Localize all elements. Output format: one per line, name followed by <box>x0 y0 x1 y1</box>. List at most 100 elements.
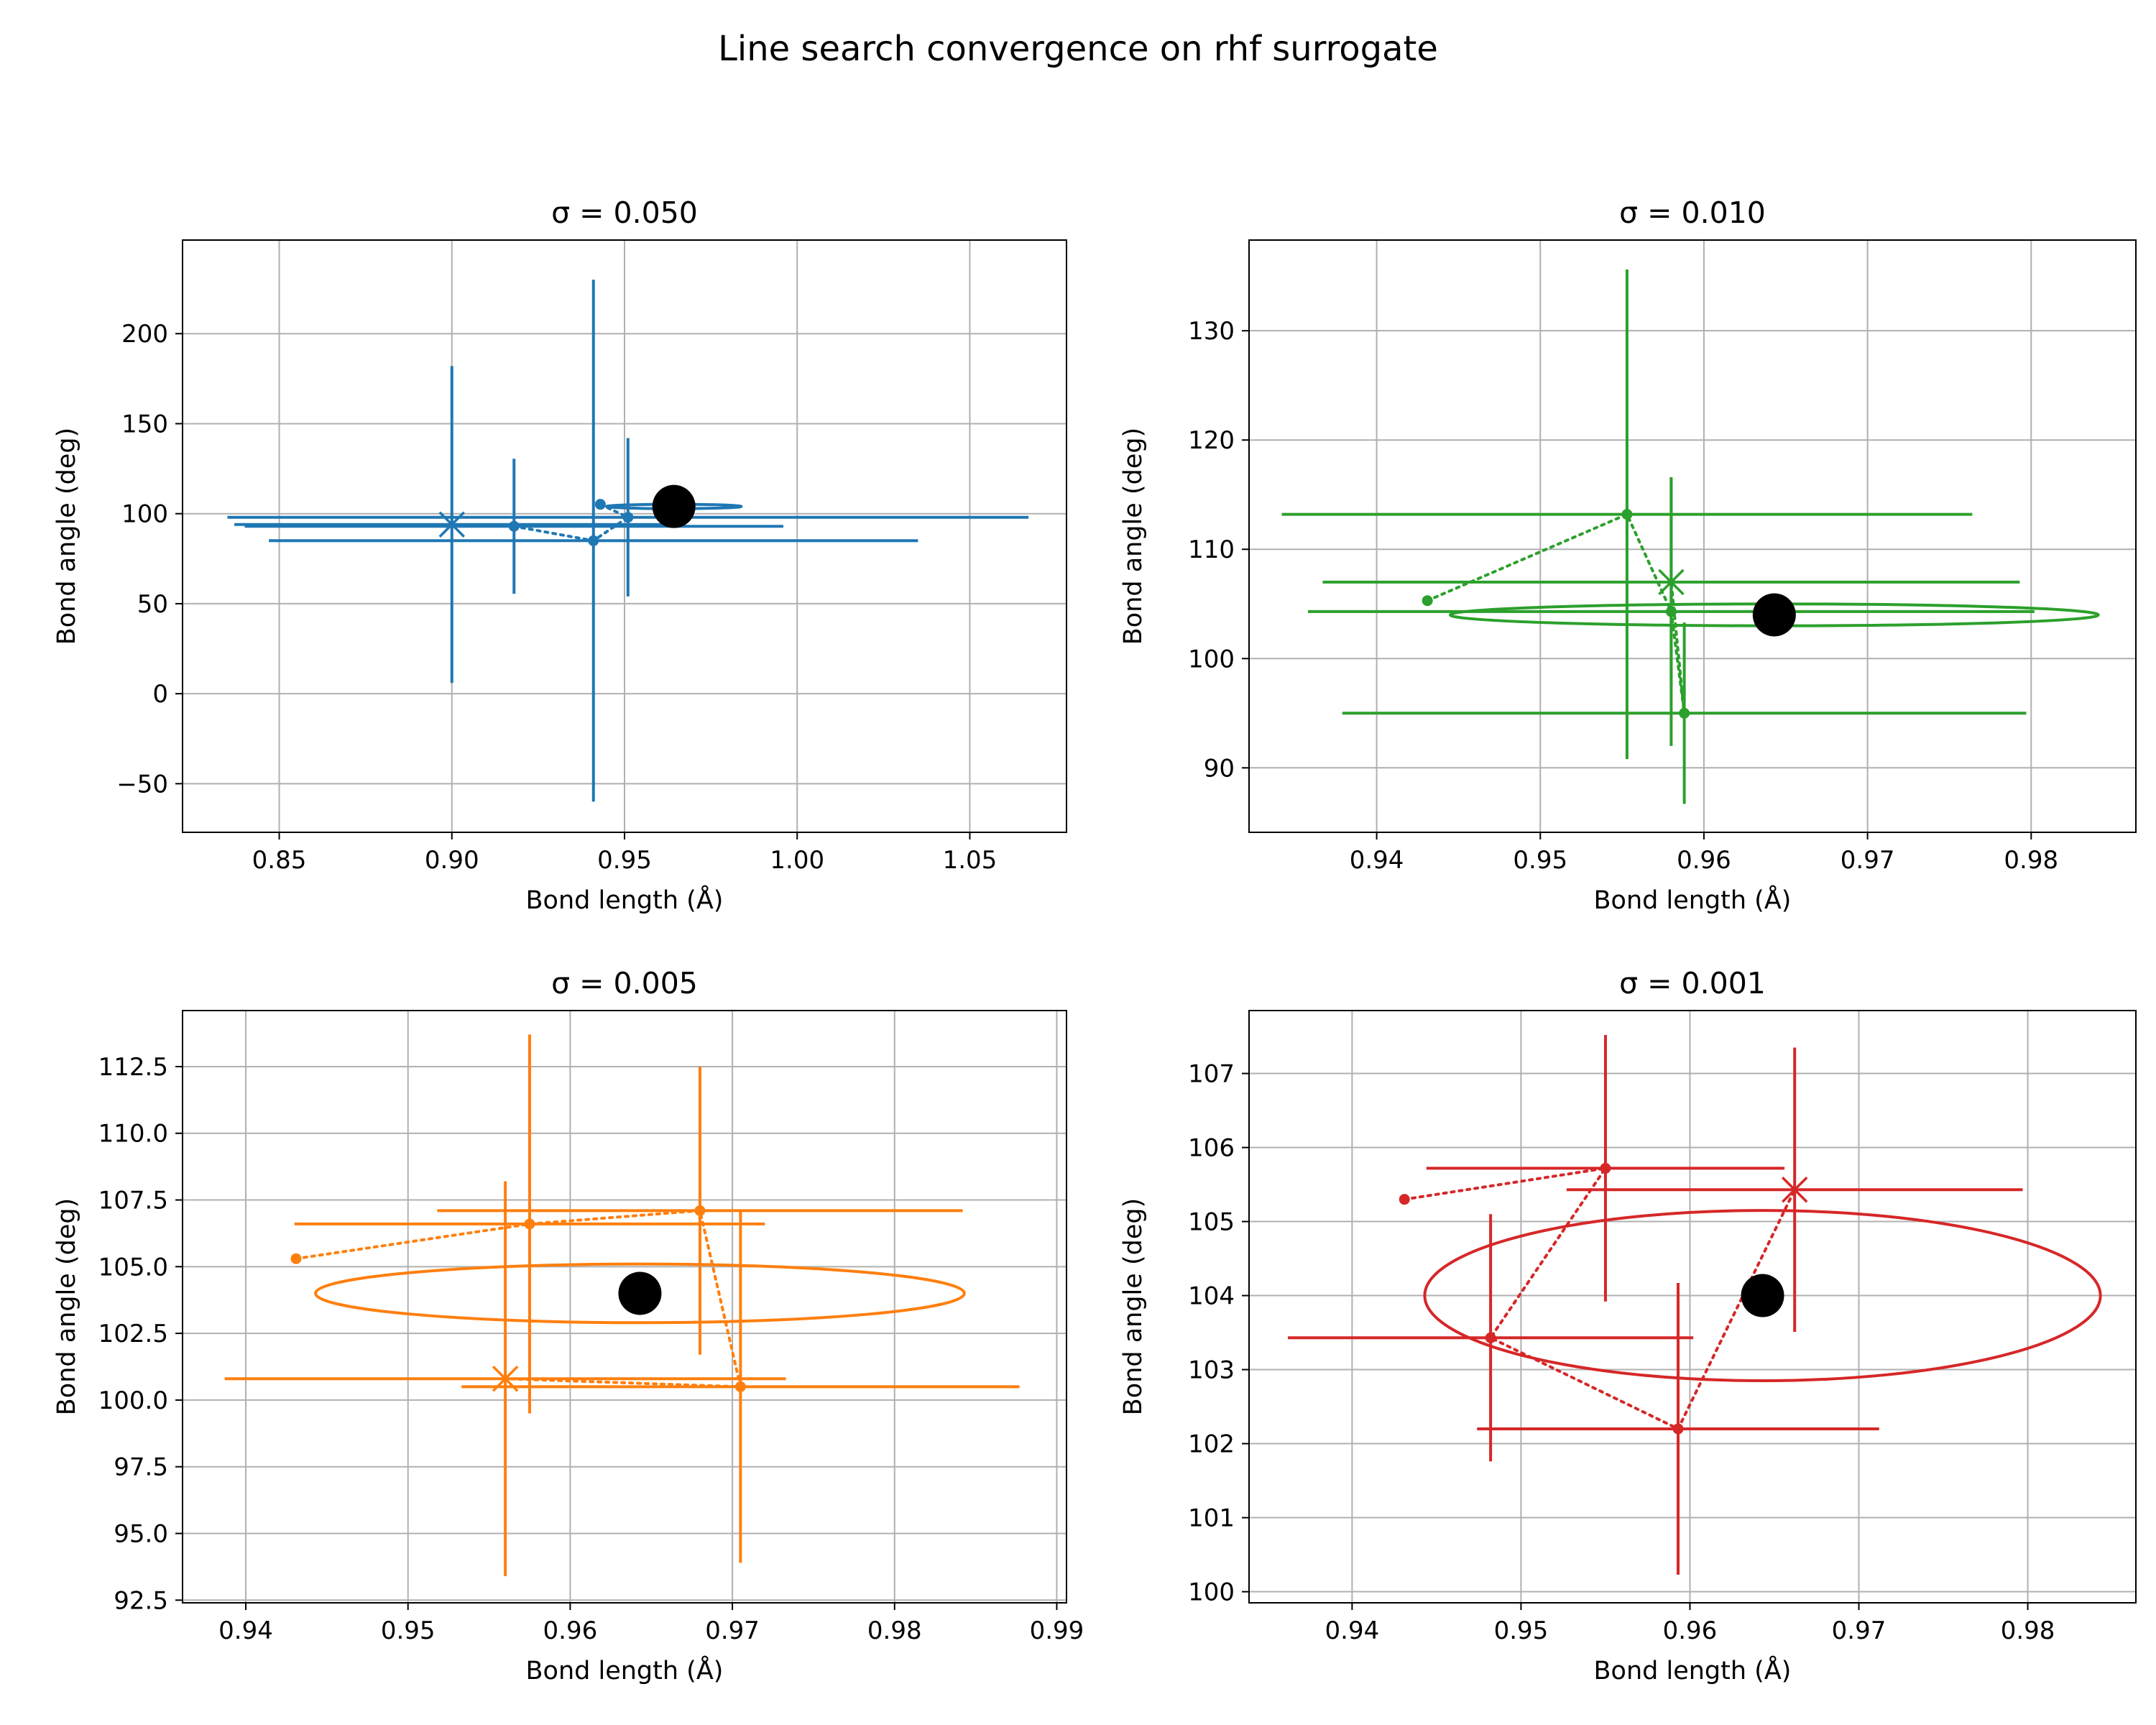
search-path <box>1403 1166 1797 1431</box>
y-tick-label: 100 <box>1188 1578 1235 1607</box>
x-tick-label: 0.98 <box>2004 846 2058 875</box>
step-point <box>508 520 520 532</box>
final-point-marker <box>1781 1177 1808 1203</box>
y-tick-label: 92.5 <box>114 1586 168 1615</box>
x-tick-label: 1.00 <box>770 846 824 875</box>
y-axis-label: Bond angle (deg) <box>1119 1198 1148 1415</box>
x-tick-label: 0.90 <box>425 846 479 875</box>
x-tick-label: 0.94 <box>1325 1616 1380 1645</box>
step-point <box>1679 707 1690 719</box>
start-point <box>290 1253 302 1264</box>
step-point <box>1485 1332 1496 1343</box>
final-point-marker <box>1658 569 1685 596</box>
y-axis-label: Bond angle (deg) <box>52 428 81 645</box>
y-tick-label: 90 <box>1204 754 1235 783</box>
y-tick-label: 112.5 <box>98 1053 168 1082</box>
target-point <box>652 484 696 528</box>
subplot-2: 0.94 0.95 0.96 0.97 0.98 90 100 110 120 130 σ = 0.… <box>1119 196 2137 915</box>
y-tick-label: 0 <box>152 680 168 709</box>
data-layer <box>1281 270 2100 804</box>
x-axis-label: Bond length (Å) <box>1594 1655 1792 1685</box>
start-point <box>1399 1194 1410 1205</box>
step-point <box>694 1205 706 1216</box>
subplot-title: σ = 0.010 <box>1619 196 1766 230</box>
uncertainty-ellipse <box>314 1262 966 1325</box>
x-tick-label: 0.96 <box>1663 1616 1718 1645</box>
target-point <box>1752 593 1796 637</box>
y-tick-label: 100 <box>1188 645 1235 673</box>
subplot-title: σ = 0.050 <box>551 196 698 230</box>
y-axis-label: Bond angle (deg) <box>1119 428 1148 645</box>
y-tick-label: 105.0 <box>98 1253 168 1282</box>
axes-frame <box>1248 239 2137 833</box>
step-point <box>1621 509 1633 520</box>
y-tick-label: 105 <box>1188 1208 1235 1237</box>
x-tick-label: 0.95 <box>381 1616 436 1645</box>
y-tick-label: 106 <box>1188 1134 1235 1163</box>
step-point <box>622 512 634 523</box>
subplot-title: σ = 0.001 <box>1619 966 1766 1000</box>
x-tick-label: 0.99 <box>1030 1616 1084 1645</box>
step-point <box>524 1218 535 1230</box>
y-axis-label: Bond angle (deg) <box>52 1198 81 1415</box>
x-tick-label: 0.94 <box>1350 846 1404 875</box>
y-tick-label: 110 <box>1188 535 1235 564</box>
axes-frame <box>182 1010 1067 1604</box>
start-point <box>1422 595 1433 607</box>
x-tick-label: 0.95 <box>1494 1616 1549 1645</box>
x-tick-label: 0.97 <box>1841 846 1895 875</box>
uncertainty-ellipse <box>1423 1209 2102 1383</box>
search-path <box>1426 512 1686 714</box>
y-tick-label: 100 <box>121 500 168 529</box>
y-tick-label: 95.0 <box>114 1519 168 1548</box>
axes-frame <box>1248 1010 2137 1604</box>
y-tick-label: 130 <box>1188 317 1235 346</box>
x-tick-label: 0.94 <box>218 1616 273 1645</box>
data-layer <box>224 1034 1020 1576</box>
y-tick-label: 102 <box>1188 1430 1235 1459</box>
x-tick-label: 0.97 <box>1832 1616 1886 1645</box>
y-tick-label: 110.0 <box>98 1120 168 1149</box>
x-tick-label: 0.97 <box>705 1616 760 1645</box>
data-layer <box>1288 1034 2102 1575</box>
x-tick-label: 0.98 <box>2001 1616 2055 1645</box>
x-axis-label: Bond length (Å) <box>526 1655 724 1685</box>
subplot-1: 0.85 0.90 0.95 1.00 1.05 −50 0 50 100 150 200 σ = 0… <box>52 196 1067 915</box>
data-layer <box>227 280 1029 802</box>
y-tick-label: 150 <box>121 410 168 438</box>
final-point-marker <box>492 1365 519 1392</box>
y-tick-label: 103 <box>1188 1356 1235 1385</box>
y-tick-label: −50 <box>116 770 168 799</box>
x-tick-label: 0.96 <box>1677 846 1731 875</box>
x-tick-label: 0.95 <box>1513 846 1567 875</box>
start-point <box>594 499 606 510</box>
x-tick-label: 0.96 <box>543 1616 598 1645</box>
x-axis-label: Bond length (Å) <box>1594 884 1792 915</box>
x-tick-label: 1.05 <box>943 846 998 875</box>
axes-frame <box>182 239 1067 833</box>
target-point <box>1741 1274 1784 1317</box>
y-tick-label: 200 <box>121 320 168 349</box>
subplot-title: σ = 0.005 <box>551 966 698 1000</box>
y-tick-label: 104 <box>1188 1282 1235 1311</box>
subplot-3: 0.94 0.95 0.96 0.97 0.98 0.99 92.5 95.0 97.5 100.… <box>52 966 1084 1685</box>
step-point <box>1672 1423 1684 1435</box>
subplot-4: 0.94 0.95 0.96 0.97 0.98 100 101 102 103 104 105 10… <box>1119 966 2137 1685</box>
y-tick-label: 102.5 <box>98 1320 168 1348</box>
y-tick-label: 50 <box>137 590 168 619</box>
final-point-marker <box>438 511 466 538</box>
y-tick-label: 120 <box>1188 426 1235 455</box>
x-tick-label: 0.85 <box>252 846 307 875</box>
y-tick-label: 101 <box>1188 1504 1235 1533</box>
search-path <box>294 1209 742 1389</box>
step-point <box>588 535 599 546</box>
search-path <box>450 502 631 543</box>
x-axis-label: Bond length (Å) <box>526 884 724 915</box>
y-tick-label: 107.5 <box>98 1187 168 1215</box>
figure-title: Line search convergence on rhf surrogate <box>718 29 1438 69</box>
step-point <box>734 1381 746 1392</box>
step-point <box>1600 1162 1611 1174</box>
x-tick-label: 0.98 <box>867 1616 922 1645</box>
y-tick-label: 107 <box>1188 1060 1235 1089</box>
